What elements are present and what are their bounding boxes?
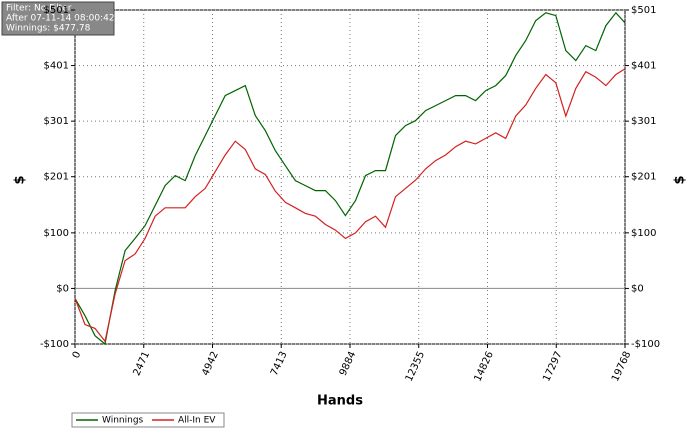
data-line bbox=[74, 11, 626, 346]
x-axis-label: Hands bbox=[317, 394, 363, 409]
filter-box bbox=[1, 1, 115, 36]
x-tick-label: 0 bbox=[71, 350, 84, 360]
y-tick-label: $100 bbox=[44, 228, 69, 239]
y-tick-label: $501 bbox=[44, 5, 69, 16]
y2-tick-label: $201 bbox=[631, 172, 656, 183]
y2-tick-label: $401 bbox=[631, 61, 656, 72]
y-tick-label: $301 bbox=[44, 116, 69, 127]
y-tick-label: $0 bbox=[56, 283, 69, 294]
legend-label: Winnings bbox=[102, 416, 144, 426]
y-tick-label: -$100 bbox=[40, 339, 69, 350]
annotation: After 07-11-14 08:00:42 bbox=[6, 14, 115, 24]
y-tick-label: $401 bbox=[44, 61, 69, 72]
legend bbox=[71, 412, 225, 428]
y-axis-label: $ bbox=[13, 175, 28, 184]
y2-tick-label: $301 bbox=[631, 116, 656, 127]
y2-tick-label: $100 bbox=[631, 228, 656, 239]
legend-label: All-In EV bbox=[178, 416, 216, 426]
y-tick-label: $201 bbox=[44, 172, 69, 183]
y2-axis-label: $ bbox=[673, 175, 688, 184]
data-line bbox=[74, 68, 626, 343]
y2-tick-label: -$100 bbox=[631, 339, 660, 350]
y2-tick-label: $0 bbox=[631, 283, 644, 294]
y2-tick-label: $501 bbox=[631, 5, 656, 16]
annotation: Filter: No Filter bbox=[6, 4, 72, 14]
annotation: Winnings: $477.78 bbox=[6, 24, 91, 34]
